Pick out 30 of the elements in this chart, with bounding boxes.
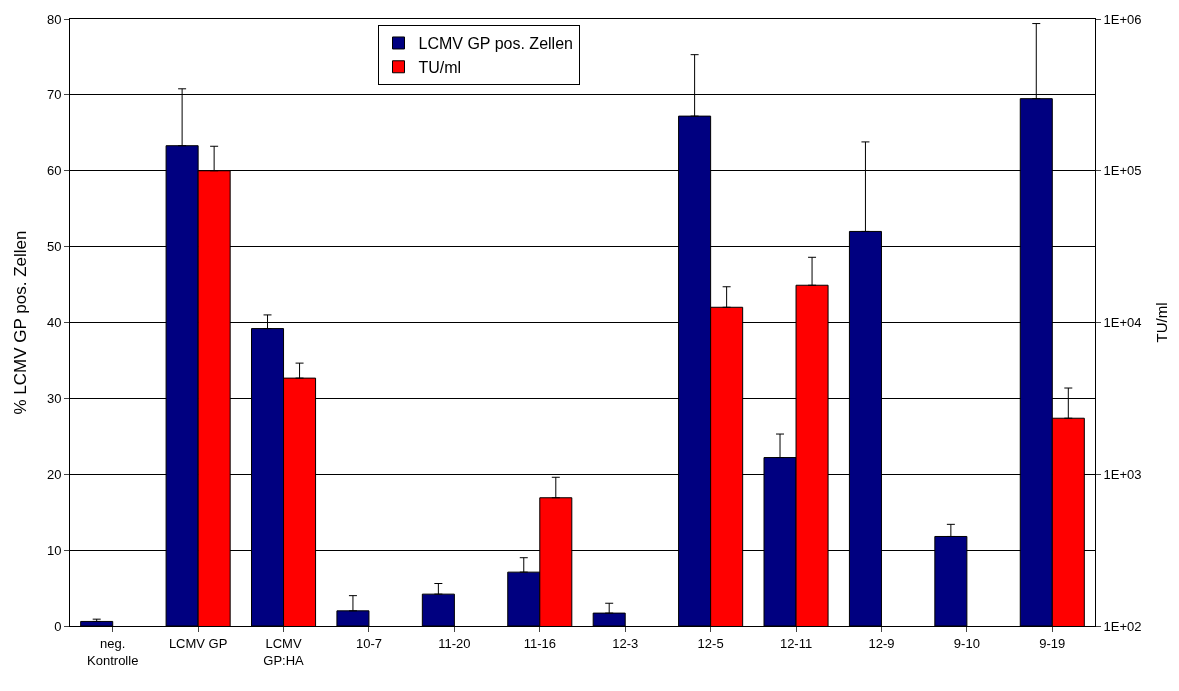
- x-tick-label: 10-7: [355, 635, 382, 651]
- x-tick-label: 11-20: [438, 635, 471, 651]
- y2-tick-label: 1E+03: [1103, 466, 1142, 482]
- y2-tick-label: 1E+02: [1103, 618, 1142, 634]
- y-axis-title: % LCMV GP pos. Zellen: [11, 230, 31, 415]
- x-tick-label: 11-16: [523, 635, 556, 651]
- x-tick-label: 12-9: [868, 635, 895, 651]
- y2-axis-title: TU/ml: [1152, 302, 1170, 343]
- y-tick-label: 10: [46, 542, 62, 558]
- y2-tick-label: 1E+04: [1103, 315, 1142, 331]
- y-tick-label: 20: [46, 466, 62, 482]
- x-tick-label: 9-10: [953, 635, 980, 651]
- legend-label: TU/ml: [418, 59, 462, 77]
- x-tick-label: LCMV GP:HA: [263, 635, 305, 668]
- y-tick-label: 0: [54, 618, 62, 634]
- y-tick-label: 70: [46, 87, 62, 103]
- y-tick-label: 60: [46, 163, 62, 179]
- x-tick-label: neg. Kontrolle: [87, 635, 139, 668]
- y2-tick-label: 1E+05: [1103, 163, 1142, 179]
- y-tick-label: 40: [46, 315, 62, 331]
- x-tick-label: 9-19: [1039, 635, 1066, 651]
- legend-label: LCMV GP pos. Zellen: [418, 35, 573, 53]
- x-tick-label: 12-11: [779, 635, 813, 651]
- x-tick-label: 12-5: [697, 635, 724, 651]
- y-tick-label: 30: [46, 390, 62, 406]
- x-tick-label: 12-3: [612, 635, 639, 651]
- y-tick-label: 50: [46, 239, 62, 255]
- y-tick-label: 80: [46, 11, 62, 27]
- y2-tick-label: 1E+06: [1103, 11, 1142, 27]
- x-tick-label: LCMV GP: [168, 635, 228, 651]
